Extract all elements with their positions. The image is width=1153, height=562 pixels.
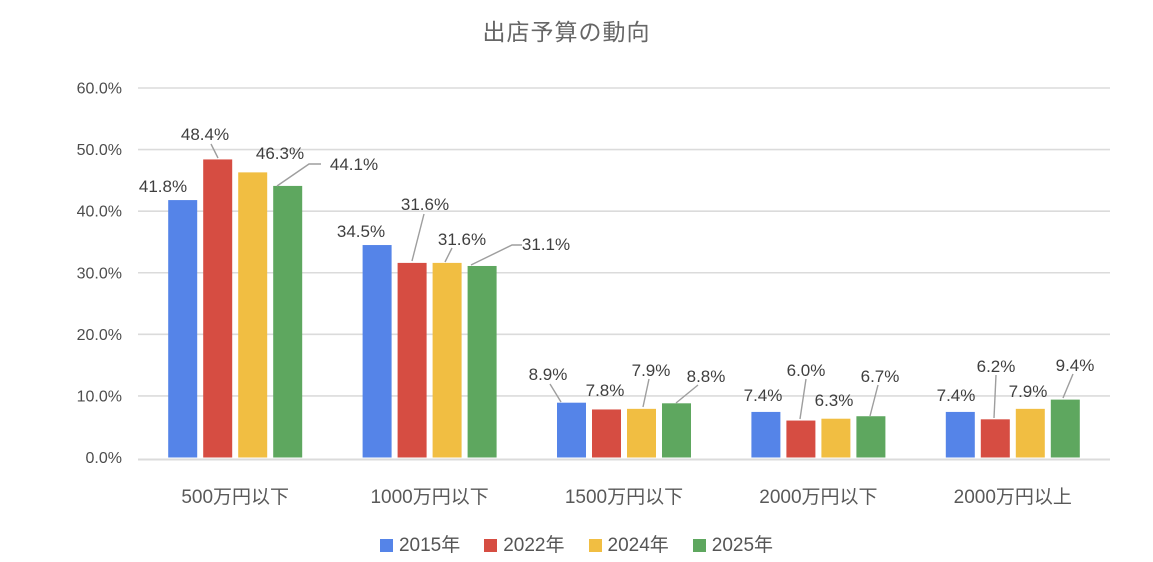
bar-2025年-500万円以下 [273, 185, 303, 458]
x-axis-label: 2000万円以上 [954, 486, 1072, 508]
bar-2025年-1000万円以下 [467, 265, 497, 458]
legend-label: 2025年 [711, 534, 774, 556]
leader-line [675, 384, 699, 404]
bar-2024年-2000万円以下 [821, 418, 851, 458]
legend-item-2024年: 2024年 [588, 534, 669, 556]
chart-legend: 2015年 2022年 2024年 2025年 [0, 531, 1153, 559]
legend-swatch-icon [588, 538, 602, 552]
y-tick-label: 10.0% [77, 388, 122, 405]
legend-item-2022年: 2022年 [484, 534, 565, 556]
legend-swatch-icon [692, 538, 706, 552]
legend-swatch-icon [379, 538, 393, 552]
legend-label: 2024年 [607, 534, 669, 556]
data-label-2024年-2000万円以下: 6.3% [815, 391, 854, 410]
data-label-2015年-2000万円以下: 7.4% [744, 386, 783, 405]
data-label-2015年-1000万円以下: 34.5% [337, 222, 385, 241]
data-label-2022年-2000万円以下: 6.0% [787, 361, 826, 380]
data-label-2015年-1500万円以下: 8.9% [529, 365, 568, 384]
legend-swatch-icon [484, 538, 498, 552]
data-label-2022年-2000万円以上: 6.2% [977, 357, 1016, 376]
bar-2015年-2000万円以上 [945, 411, 975, 458]
leader-line [444, 247, 453, 263]
y-tick-label: 20.0% [77, 327, 122, 344]
leader-line [549, 383, 562, 403]
data-label-2024年-2000万円以上: 7.9% [1009, 382, 1048, 401]
data-label-2015年-2000万円以上: 7.4% [937, 386, 976, 405]
data-label-2025年-2000万円以下: 6.7% [861, 367, 900, 386]
bar-2024年-1000万円以下 [432, 262, 462, 458]
y-tick-label: 50.0% [77, 142, 122, 159]
bar-2015年-500万円以下 [168, 200, 198, 458]
bar-2025年-2000万円以上 [1050, 399, 1080, 458]
leader-line [210, 143, 219, 159]
data-label-2025年-1000万円以下: 31.1% [522, 235, 570, 254]
bar-2022年-1000万円以下 [397, 262, 427, 458]
bar-2022年-500万円以下 [203, 159, 233, 458]
x-axis-label: 1500万円以下 [565, 487, 683, 508]
bar-2015年-1000万円以下 [362, 245, 392, 458]
legend-item-2015年: 2015年 [379, 534, 461, 556]
data-label-2022年-1000万円以下: 31.6% [401, 195, 449, 214]
y-tick-label: 40.0% [77, 204, 122, 221]
bar-2024年-1500万円以下 [627, 408, 656, 458]
data-label-2025年-1500万円以下: 8.8% [687, 367, 726, 386]
bar-2024年-500万円以下 [238, 172, 268, 458]
bar-2025年-1500万円以下 [662, 403, 691, 458]
bar-2022年-1500万円以下 [592, 409, 621, 458]
legend-item-2025年: 2025年 [692, 534, 774, 556]
leader-line [799, 378, 807, 420]
leader-line [642, 378, 650, 408]
x-axis-label: 1000万円以下 [370, 487, 488, 508]
data-label-2024年-500万円以下: 46.3% [256, 144, 304, 163]
x-axis-label: 500万円以下 [181, 487, 289, 508]
bar-2022年-2000万円以上 [980, 419, 1010, 458]
bar-2024年-2000万円以上 [1015, 408, 1045, 458]
data-label-2024年-1500万円以下: 7.9% [632, 361, 671, 380]
leader-line [1062, 373, 1074, 399]
chart-title: 出店予算の動向 [482, 19, 651, 45]
data-label-2025年-2000万円以上: 9.4% [1056, 356, 1095, 375]
y-tick-label: 30.0% [77, 265, 122, 282]
x-axis-label: 2000万円以下 [759, 487, 877, 508]
bar-2025年-2000万円以下 [856, 416, 886, 458]
leader-line [993, 374, 997, 419]
legend-label: 2015年 [398, 534, 461, 556]
data-label-2022年-500万円以下: 48.4% [181, 125, 229, 144]
data-label-2022年-1500万円以下: 7.8% [586, 381, 625, 400]
leader-line [470, 244, 522, 266]
leader-line [276, 163, 321, 187]
data-label-2015年-500万円以下: 41.8% [139, 177, 187, 196]
bar-2022年-2000万円以下 [786, 420, 816, 458]
leader-line [411, 213, 425, 262]
bar-2015年-2000万円以下 [751, 411, 781, 458]
leader-line [869, 384, 879, 417]
data-label-2025年-500万円以下: 44.1% [330, 155, 378, 174]
y-tick-label: 60.0% [77, 81, 122, 98]
bar-2015年-1500万円以下 [557, 402, 586, 458]
legend-label: 2022年 [503, 534, 565, 556]
data-label-2024年-1000万円以下: 31.6% [438, 230, 486, 249]
y-tick-label: 0.0% [86, 450, 122, 467]
